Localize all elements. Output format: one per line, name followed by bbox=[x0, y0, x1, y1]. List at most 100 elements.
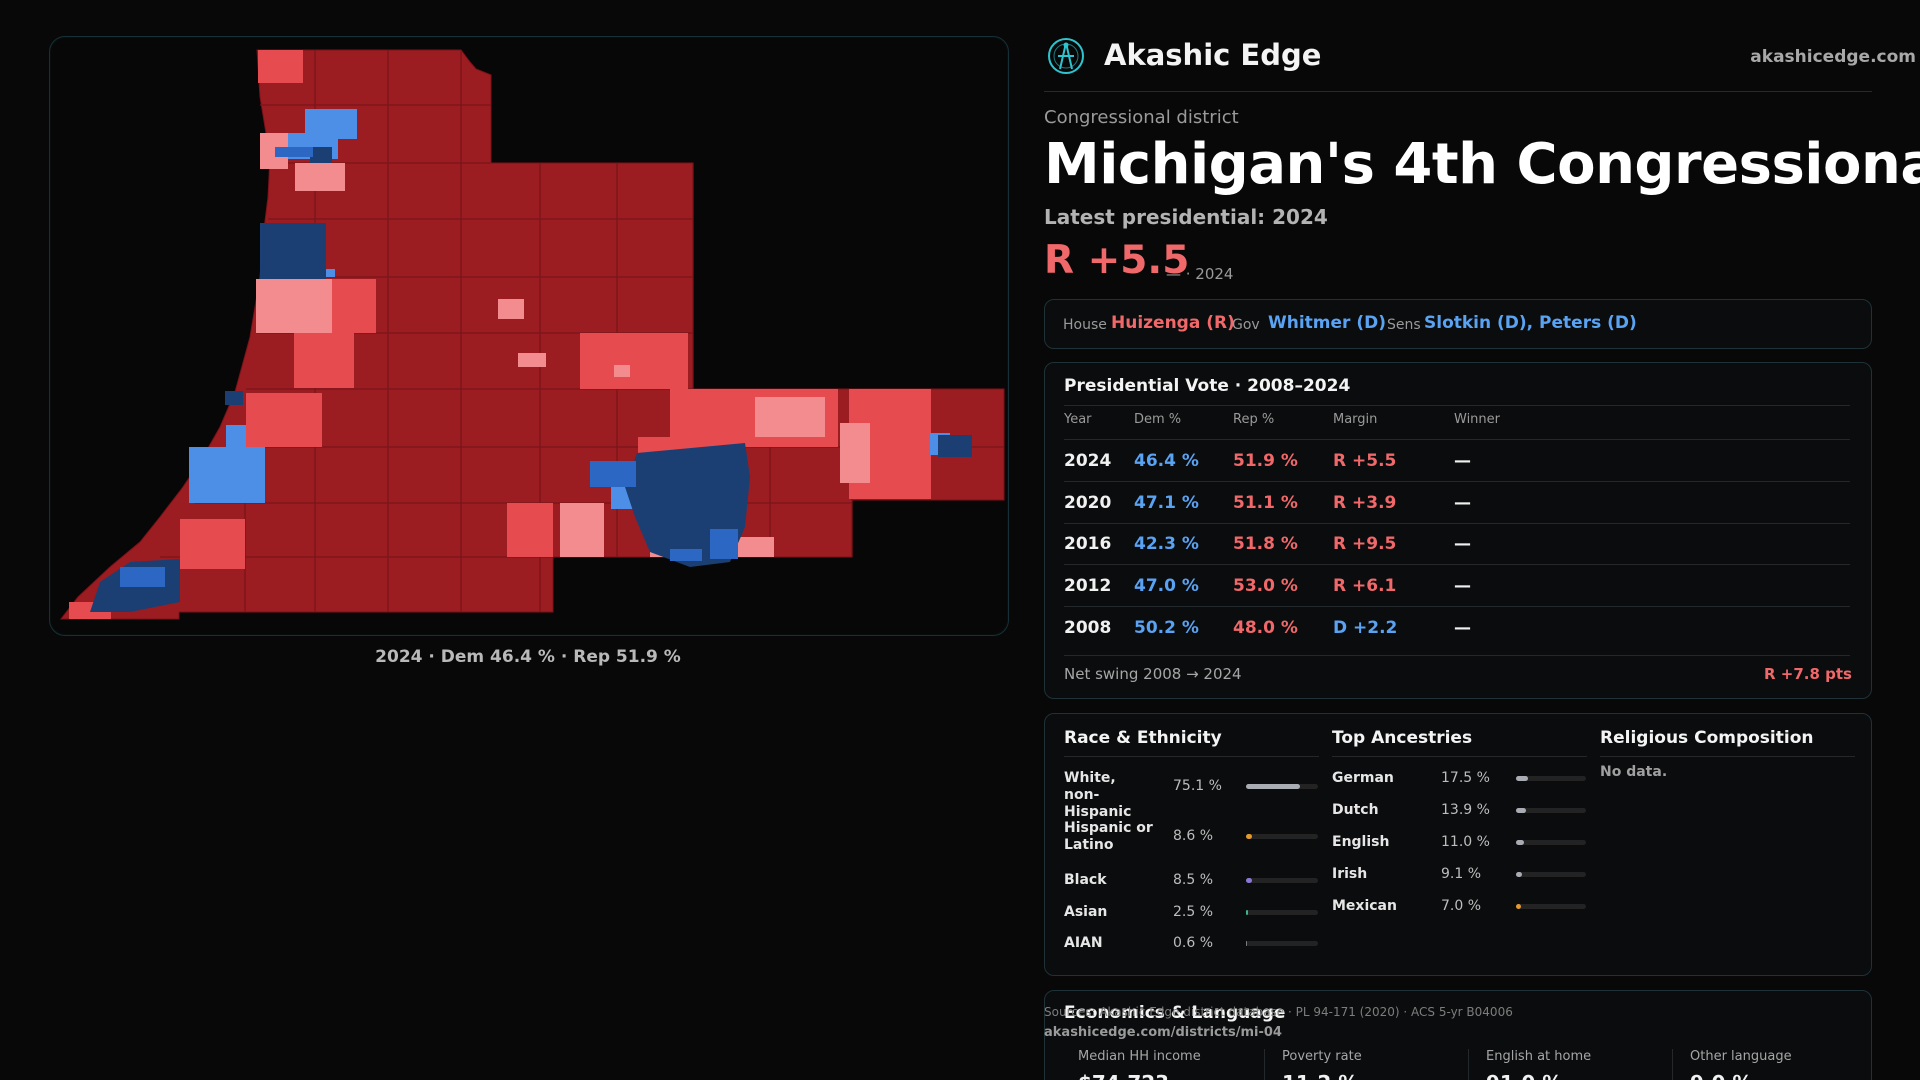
row-rep: 53.0 % bbox=[1233, 576, 1298, 596]
divider bbox=[1468, 1049, 1469, 1080]
mid-blue-precincts bbox=[120, 147, 738, 587]
source-url-link[interactable]: akashicedge.com/districts/mi-04 bbox=[1044, 1025, 1282, 1040]
ancestry-label: Dutch bbox=[1332, 802, 1379, 818]
row-dem: 50.2 % bbox=[1134, 618, 1199, 638]
table-row[interactable]: 2012 47.0 % 53.0 % R +6.1 — bbox=[1064, 565, 1850, 606]
latest-margin-sub: — · 2024 bbox=[1166, 265, 1234, 283]
compass-logo-icon bbox=[1048, 38, 1084, 74]
divider bbox=[1264, 1049, 1265, 1080]
col-year: Year bbox=[1064, 412, 1092, 427]
ancestry-row: Mexican 7.0 % bbox=[1332, 898, 1587, 928]
light-red-precincts bbox=[69, 50, 931, 619]
ancestry-value: 9.1 % bbox=[1441, 866, 1482, 882]
map-caption: 2024 · Dem 46.4 % · Rep 51.9 % bbox=[375, 647, 681, 667]
race-bar bbox=[1246, 834, 1318, 839]
row-year: 2012 bbox=[1064, 576, 1112, 596]
demographics-card: Race & Ethnicity White, non-Hispanic 75.… bbox=[1044, 713, 1872, 976]
page-title: Michigan's 4th Congressional District bbox=[1044, 132, 1920, 197]
race-bar-fill bbox=[1246, 784, 1301, 789]
divider bbox=[1064, 655, 1850, 656]
row-dem: 47.1 % bbox=[1134, 493, 1199, 513]
row-winner: — bbox=[1454, 451, 1471, 471]
col-dem: Dem % bbox=[1134, 412, 1182, 427]
race-row: AIAN 0.6 % bbox=[1064, 935, 1319, 965]
econ-label: Other language bbox=[1690, 1049, 1792, 1064]
ancestry-bar-fill bbox=[1516, 904, 1521, 909]
divider bbox=[1064, 481, 1850, 482]
table-row[interactable]: 2024 46.4 % 51.9 % R +5.5 — bbox=[1064, 440, 1850, 481]
net-swing-value: R +7.8 pts bbox=[1764, 665, 1852, 683]
race-bar-fill bbox=[1246, 834, 1253, 839]
economics-title: Economics & Language bbox=[1064, 1003, 1286, 1023]
row-rep: 51.8 % bbox=[1233, 534, 1298, 554]
col-winner: Winner bbox=[1454, 412, 1501, 427]
race-label: Asian bbox=[1064, 904, 1108, 920]
table-row[interactable]: 2016 42.3 % 51.8 % R +9.5 — bbox=[1064, 523, 1850, 564]
row-winner: — bbox=[1454, 576, 1471, 596]
ancestry-row: English 11.0 % bbox=[1332, 834, 1587, 864]
race-row: Black 8.5 % bbox=[1064, 872, 1319, 902]
race-row: Asian 2.5 % bbox=[1064, 904, 1319, 934]
row-margin: R +9.5 bbox=[1333, 534, 1397, 554]
row-winner: — bbox=[1454, 618, 1471, 638]
econ-value: 11.2 % bbox=[1282, 1071, 1358, 1080]
ancestry-bar-fill bbox=[1516, 808, 1526, 813]
ancestry-value: 11.0 % bbox=[1441, 834, 1490, 850]
ancestry-bar bbox=[1516, 808, 1586, 813]
row-dem: 42.3 % bbox=[1134, 534, 1199, 554]
house-rep[interactable]: Huizenga (R) bbox=[1111, 313, 1235, 333]
table-row[interactable]: 2008 50.2 % 48.0 % D +2.2 — bbox=[1064, 607, 1850, 648]
ancestry-title: Top Ancestries bbox=[1332, 728, 1473, 748]
presidential-vote-table: Presidential Vote · 2008–2024 Year Dem %… bbox=[1044, 362, 1872, 699]
divider bbox=[1064, 756, 1319, 757]
row-year: 2016 bbox=[1064, 534, 1112, 554]
ancestry-label: Mexican bbox=[1332, 898, 1397, 914]
sens-label: Sens bbox=[1387, 317, 1421, 333]
divider bbox=[1600, 756, 1855, 757]
race-value: 75.1 % bbox=[1173, 778, 1222, 794]
race-title: Race & Ethnicity bbox=[1064, 728, 1222, 748]
presidential-title: Presidential Vote · 2008–2024 bbox=[1064, 376, 1351, 396]
row-rep: 51.1 % bbox=[1233, 493, 1298, 513]
ancestry-bar-fill bbox=[1516, 872, 1523, 877]
table-row[interactable]: 2020 47.1 % 51.1 % R +3.9 — bbox=[1064, 482, 1850, 523]
race-bar bbox=[1246, 878, 1318, 883]
district-map[interactable] bbox=[49, 36, 1009, 636]
economics-card: Economics & Language Median HH income $7… bbox=[1044, 990, 1872, 1080]
row-margin: R +5.5 bbox=[1333, 451, 1397, 471]
race-row: White, non-Hispanic 75.1 % bbox=[1064, 769, 1319, 820]
race-bar-fill bbox=[1246, 941, 1248, 946]
ancestry-value: 17.5 % bbox=[1441, 770, 1490, 786]
precinct-map-svg[interactable] bbox=[50, 37, 1008, 635]
econ-label: Median HH income bbox=[1078, 1049, 1201, 1064]
row-year: 2008 bbox=[1064, 618, 1112, 638]
econ-value: $74,723 bbox=[1078, 1071, 1169, 1080]
econ-value: 9.0 % bbox=[1690, 1071, 1752, 1080]
header-divider bbox=[1044, 91, 1872, 92]
latest-presidential: Latest presidential: 2024 bbox=[1044, 205, 1328, 229]
senators[interactable]: Slotkin (D), Peters (D) bbox=[1424, 313, 1637, 333]
latest-margin: R +5.5 bbox=[1044, 238, 1190, 283]
col-rep: Rep % bbox=[1233, 412, 1275, 427]
row-margin: D +2.2 bbox=[1333, 618, 1398, 638]
row-year: 2024 bbox=[1064, 451, 1112, 471]
divider bbox=[1332, 756, 1587, 757]
row-margin: R +3.9 bbox=[1333, 493, 1397, 513]
ancestry-label: English bbox=[1332, 834, 1390, 850]
religion-title: Religious Composition bbox=[1600, 728, 1814, 748]
divider bbox=[1064, 564, 1850, 565]
ancestry-value: 13.9 % bbox=[1441, 802, 1490, 818]
district-kind: Congressional district bbox=[1044, 107, 1239, 128]
ancestry-row: Dutch 13.9 % bbox=[1332, 802, 1587, 832]
row-dem: 47.0 % bbox=[1134, 576, 1199, 596]
gov-label: Gov bbox=[1232, 317, 1260, 333]
brand-site-link[interactable]: akashicedge.com bbox=[1750, 47, 1916, 67]
district-details: Akashic Edge akashicedge.com Congression… bbox=[1044, 0, 1920, 1080]
governor[interactable]: Whitmer (D) bbox=[1268, 313, 1387, 333]
representatives-bar: House Huizenga (R) Gov Whitmer (D) Sens … bbox=[1044, 299, 1872, 349]
religion-empty: No data. bbox=[1600, 764, 1668, 780]
race-label: AIAN bbox=[1064, 935, 1103, 951]
ancestry-bar bbox=[1516, 840, 1586, 845]
race-value: 0.6 % bbox=[1173, 935, 1214, 951]
race-bar-fill bbox=[1246, 878, 1253, 883]
